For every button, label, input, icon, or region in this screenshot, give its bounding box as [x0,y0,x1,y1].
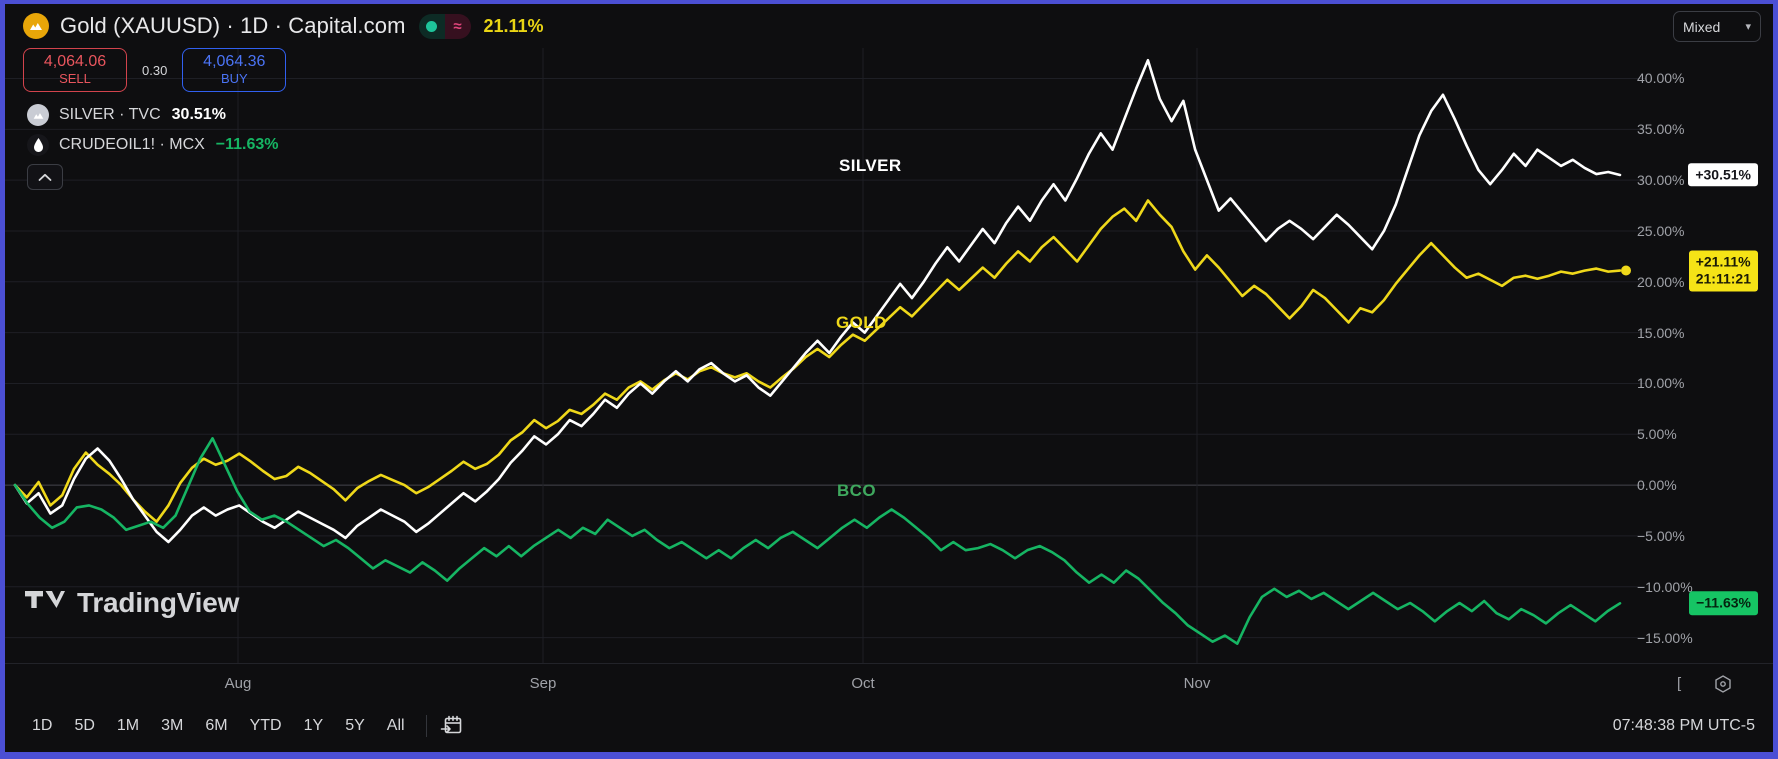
range-button-6m[interactable]: 6M [205,716,228,734]
header-percent-change: 21.11% [483,15,544,36]
range-button-ytd[interactable]: YTD [249,716,282,734]
calendar-forward-icon[interactable] [439,714,463,738]
legend-name-silver: SILVER · TVC [59,106,161,123]
series-tag-silver: SILVER [839,156,902,175]
tradingview-logo-icon [25,588,65,619]
price-axis-tick: 5.00% [1637,426,1677,443]
price-axis-tick: 25.00% [1637,222,1685,239]
time-axis-tick: Aug [224,675,252,692]
range-button-group: 1D 5D 1M 3M 6M YTD 1Y 5Y All [23,713,418,739]
range-button-all[interactable]: All [386,716,405,734]
badge-value: −11.63% [1696,594,1751,611]
price-axis-badge-green: −11.63% [1689,591,1758,616]
price-axis-tick: 0.00% [1637,477,1677,494]
watermark-text: TradingView [77,587,240,618]
time-axis-tick: Sep [529,675,557,692]
buy-price: 4,064.36 [203,53,266,71]
series-tag-gold: GOLD [836,313,887,332]
sell-price: 4,064.06 [43,53,107,71]
time-axis-bracket: [ [1677,675,1682,692]
legend-item-silver[interactable]: SILVER · TVC 30.51% [27,100,279,130]
clock-display: 07:48:38 PM UTC-5 [1612,716,1755,734]
series-legend: SILVER · TVC 30.51% CRUDEOIL1! · MCX −11… [27,100,279,160]
range-button-3m[interactable]: 3M [161,716,184,734]
series-line-bco [13,437,1622,645]
price-axis-tick: −10.00% [1637,578,1693,595]
price-axis[interactable]: 40.00% 35.00% 30.00% 25.00% 20.00% 15.00% 10.0… [1635,48,1768,663]
chart-gridlines [5,48,1645,663]
badge-value: +30.51% [1695,166,1751,183]
price-axis-tick: 30.00% [1637,172,1685,189]
chart-title: Gold (XAUUSD) · 1D · Capital.com [60,13,406,38]
chart-plot-area[interactable] [5,48,1645,663]
legend-value-crudeoil: −11.63% [215,136,279,153]
range-button-5d[interactable]: 5D [74,716,95,734]
legend-value-silver: 30.51% [171,106,226,123]
range-button-5y[interactable]: 5Y [345,716,365,734]
scale-mode-value: Mixed [1683,18,1721,35]
badge-value: +21.11% [1695,253,1751,270]
price-axis-tick: −15.00% [1637,629,1693,646]
range-button-1y[interactable]: 1Y [303,716,324,734]
sell-button[interactable]: 4,064.06 SELL [23,48,127,92]
price-axis-tick: 10.00% [1637,375,1685,392]
approx-equal-icon: ≈ [444,13,471,39]
oil-drop-icon [27,134,49,156]
chevron-up-icon [38,173,52,182]
sell-label: SELL [59,71,91,87]
price-axis-tick: 20.00% [1637,273,1685,290]
silver-coin-icon [27,104,49,126]
chevron-down-icon: ▾ [1745,21,1751,33]
series-line-silver [13,58,1622,544]
price-axis-badge-white: +30.51% [1688,163,1758,187]
price-axis-tick: 35.00% [1637,121,1685,138]
price-axis-badge-yellow: +21.11% 21:11:21 [1688,250,1758,292]
series-line-gold [13,199,1622,523]
bottom-toolbar: 1D 5D 1M 3M 6M YTD 1Y 5Y All 07:48:38 PM UTC-5 [5,699,1773,752]
badge-countdown: 21:11:21 [1695,270,1751,287]
time-axis[interactable]: [ Aug Sep Oct Nov [5,663,1773,703]
gold-coin-icon [23,13,49,39]
price-axis-tick: −5.00% [1637,527,1685,544]
legend-item-crudeoil[interactable]: CRUDEOIL1! · MCX −11.63% [27,130,279,160]
price-axis-tick: 15.00% [1637,324,1685,341]
legend-name-crudeoil: CRUDEOIL1! · MCX [59,136,205,153]
chart-canvas [5,48,1645,663]
toolbar-divider [425,714,427,737]
time-axis-tick: Nov [1183,675,1211,692]
range-button-1m[interactable]: 1M [116,716,140,734]
tradingview-watermark: TradingView [25,587,239,619]
price-axis-tick: 40.00% [1637,70,1685,87]
chart-mode-toggle[interactable]: ≈ [418,13,471,39]
chart-header: Gold (XAUUSD) · 1D · Capital.com ≈ 21.11… [5,4,1773,48]
chart-series [13,58,1622,645]
green-dot-icon [418,13,445,39]
range-button-1d[interactable]: 1D [32,716,53,734]
buy-sell-panel: 4,064.06 SELL 0.30 4,064.36 BUY [23,48,287,92]
buy-label: BUY [220,71,248,87]
chart-last-point-markers [1621,265,1631,276]
series-tag-bco: BCO [837,481,876,500]
time-axis-tick: Oct [851,675,875,692]
last-price-dot-gold [1621,265,1631,276]
spread-value: 0.30 [142,62,168,78]
crosshair-target-icon[interactable] [1713,674,1733,699]
collapse-legend-button[interactable] [27,164,63,190]
scale-mode-select[interactable]: Mixed ▾ [1673,11,1761,42]
buy-button[interactable]: 4,064.36 BUY [182,48,287,92]
